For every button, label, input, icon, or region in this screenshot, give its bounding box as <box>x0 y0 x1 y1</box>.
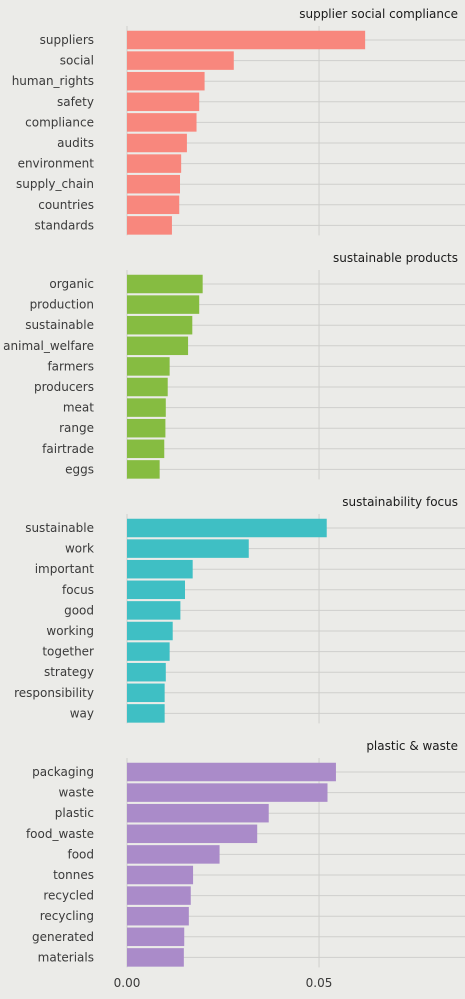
x-tick-label: 0.05 <box>306 976 333 990</box>
category-label: responsibility <box>14 686 94 700</box>
bar <box>127 357 170 376</box>
bar <box>127 113 197 132</box>
bar <box>127 377 168 397</box>
category-label: tonnes <box>53 868 94 882</box>
bar <box>127 274 203 294</box>
category-label: social <box>60 54 94 68</box>
bar <box>127 824 258 844</box>
category-label: food <box>67 847 94 861</box>
category-label: production <box>30 298 94 312</box>
bar <box>127 92 200 112</box>
category-label: together <box>42 645 94 659</box>
category-label: meat <box>63 401 94 415</box>
x-tick-label: 0.00 <box>114 976 141 990</box>
category-label: plastic <box>55 806 94 820</box>
category-label: fairtrade <box>42 442 94 456</box>
category-label: range <box>59 421 94 435</box>
bar <box>127 845 220 864</box>
bar <box>127 642 170 661</box>
bar <box>127 30 366 50</box>
category-label: standards <box>35 218 94 232</box>
bar <box>127 948 184 967</box>
facet-title: plastic & waste <box>366 739 458 753</box>
category-label: countries <box>38 198 94 212</box>
category-label: materials <box>38 950 94 964</box>
category-label: safety <box>57 95 94 109</box>
bar <box>127 683 165 703</box>
category-label: suppliers <box>40 33 94 47</box>
category-label: waste <box>58 786 94 800</box>
bar <box>127 51 234 70</box>
bar <box>127 906 189 926</box>
category-label: supply_chain <box>16 177 94 191</box>
bar <box>127 174 181 194</box>
bar <box>127 762 336 782</box>
category-label: recycling <box>40 909 94 923</box>
bar <box>127 704 165 723</box>
category-label: food_waste <box>26 827 94 841</box>
category-label: recycled <box>43 889 94 903</box>
bar <box>127 621 173 641</box>
category-label: focus <box>62 583 94 597</box>
bar <box>127 662 166 682</box>
bar <box>127 398 166 417</box>
category-label: compliance <box>25 115 94 129</box>
category-label: way <box>70 706 94 720</box>
facet-panel: sustainability focus sustainable work impor… <box>14 495 465 724</box>
category-label: good <box>64 603 94 617</box>
category-label: strategy <box>44 665 94 679</box>
bar <box>127 601 181 620</box>
category-label: important <box>35 562 95 576</box>
category-label: human_rights <box>12 74 94 88</box>
category-label: sustainable <box>25 318 94 332</box>
bar <box>127 195 180 215</box>
facet-panel: sustainable products organic production sus… <box>3 251 465 480</box>
facet-panel: supplier social compliance suppliers socia… <box>12 7 465 236</box>
facet-title: sustainable products <box>333 251 458 265</box>
category-label: farmers <box>47 359 94 373</box>
category-label: work <box>65 542 94 556</box>
bar <box>127 559 193 579</box>
bar <box>127 336 189 356</box>
bar <box>127 460 160 479</box>
bar <box>127 295 200 314</box>
category-label: working <box>46 624 94 638</box>
bar <box>127 418 166 438</box>
bar <box>127 216 172 235</box>
bar <box>127 803 269 823</box>
category-label: audits <box>57 136 94 150</box>
bar <box>127 580 185 600</box>
bar <box>127 927 185 947</box>
category-label: sustainable <box>25 521 94 535</box>
bar <box>127 865 194 885</box>
category-label: environment <box>18 157 95 171</box>
bar <box>127 518 327 538</box>
bar <box>127 886 191 905</box>
facet-title: sustainability focus <box>342 495 458 509</box>
facet-panel: plastic & waste packaging waste plastic food… <box>26 739 465 968</box>
category-label: packaging <box>32 765 94 779</box>
category-label: animal_welfare <box>3 339 94 353</box>
bar <box>127 133 187 153</box>
category-label: organic <box>49 277 94 291</box>
bar <box>127 439 165 459</box>
category-label: producers <box>34 380 94 394</box>
facet-title: supplier social compliance <box>299 7 458 21</box>
bar <box>127 539 249 558</box>
bar <box>127 154 182 173</box>
bar <box>127 783 328 802</box>
category-label: generated <box>32 930 94 944</box>
bar <box>127 71 205 91</box>
category-label: eggs <box>65 462 94 476</box>
bar <box>127 315 193 335</box>
